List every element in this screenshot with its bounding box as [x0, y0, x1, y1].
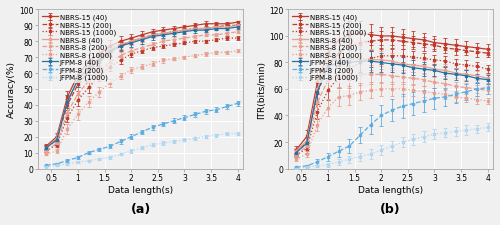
Y-axis label: Accuracy(%): Accuracy(%)	[7, 61, 16, 118]
Y-axis label: ITR(bits/min): ITR(bits/min)	[257, 61, 266, 118]
X-axis label: Data length(s): Data length(s)	[108, 185, 173, 194]
X-axis label: Data length(s): Data length(s)	[358, 185, 423, 194]
Text: (a): (a)	[130, 202, 150, 215]
Legend: NBRS-15 (40), NBRS-15 (200), NBRS-15 (1000), NBRS-8 (40), NBRS-8 (200), NBRS-8 (: NBRS-15 (40), NBRS-15 (200), NBRS-15 (10…	[40, 12, 118, 83]
Text: (b): (b)	[380, 202, 401, 215]
Legend: NBRS-15 (40), NBRS-15 (200), NBRS-15 (1000), NBRS-8 (40), NBRS-8 (200), NBRS-8 (: NBRS-15 (40), NBRS-15 (200), NBRS-15 (10…	[290, 12, 368, 83]
